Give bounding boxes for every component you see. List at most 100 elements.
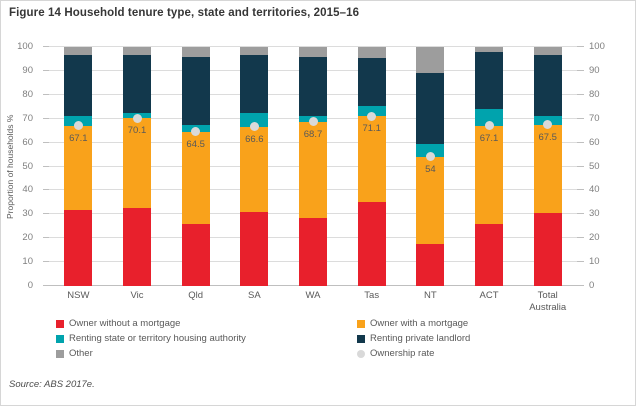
bars-group: 67.1 70.1 64.5 66.6 68.7 71.1 54 67.1 67.5: [49, 47, 577, 286]
segment-other[interactable]: [123, 47, 151, 56]
legend-label: Owner with a mortgage: [370, 318, 469, 329]
segment-renting-private-landlord[interactable]: [533, 55, 562, 117]
segment-renting-state-or-territory-housing-authority[interactable]: [240, 113, 269, 127]
ownership-rate-dot[interactable]: [543, 120, 553, 130]
ownership-rate-dot[interactable]: [249, 122, 259, 132]
segment-renting-private-landlord[interactable]: [64, 55, 93, 117]
bar-slot-nsw: 67.1: [49, 47, 108, 286]
legend-swatch-icon: [56, 335, 64, 343]
stacked-bar-nt[interactable]: 54: [416, 47, 445, 286]
stacked-bar-sa[interactable]: 66.6: [240, 47, 269, 286]
y-tick-left-80: 80: [22, 88, 33, 100]
legend-label: Other: [69, 348, 93, 359]
segment-owner-without-a-mortgage[interactable]: [64, 209, 93, 286]
stacked-bar-act[interactable]: 67.1: [475, 47, 504, 286]
segment-owner-without-a-mortgage[interactable]: [533, 213, 562, 286]
segment-owner-without-a-mortgage[interactable]: [416, 244, 445, 286]
y-tick-left-10: 10: [22, 256, 33, 268]
stacked-bar-tas[interactable]: 71.1: [357, 47, 386, 286]
segment-owner-without-a-mortgage[interactable]: [240, 211, 269, 286]
legend-swatch-icon: [357, 335, 365, 343]
ownership-rate-label: 70.1: [127, 125, 147, 137]
ownership-rate-label: 64.5: [186, 138, 205, 150]
legend-item-owner-with-a-mortgage[interactable]: Owner with a mortgage: [357, 318, 470, 330]
segment-renting-state-or-territory-housing-authority[interactable]: [475, 109, 504, 126]
segment-other[interactable]: [475, 47, 504, 52]
segment-renting-private-landlord[interactable]: [475, 51, 504, 110]
ownership-rate-label: 67.1: [479, 132, 499, 144]
ownership-rate-dot[interactable]: [191, 127, 201, 137]
segment-owner-with-a-mortgage[interactable]: [181, 131, 210, 224]
legend-item-other[interactable]: Other: [56, 348, 357, 360]
segment-other[interactable]: [357, 47, 386, 58]
segment-renting-state-or-territory-housing-authority[interactable]: [416, 143, 445, 157]
segment-renting-state-or-territory-housing-authority[interactable]: [357, 105, 386, 117]
stacked-bar-total-australia[interactable]: 67.5: [533, 47, 562, 286]
segment-other[interactable]: [64, 47, 93, 56]
stacked-bar-vic[interactable]: 70.1: [123, 47, 151, 286]
segment-owner-without-a-mortgage[interactable]: [475, 223, 504, 286]
ownership-rate-dot[interactable]: [132, 113, 142, 123]
y-tick-left-40: 40: [22, 184, 33, 196]
ownership-rate-label: 68.7: [303, 128, 323, 140]
legend-swatch-icon: [56, 320, 64, 328]
segment-other[interactable]: [416, 47, 445, 74]
segment-owner-with-a-mortgage[interactable]: [299, 121, 328, 218]
y-tick-right-10: 10: [589, 256, 600, 268]
legend-swatch-icon: [357, 350, 365, 358]
segment-renting-private-landlord[interactable]: [357, 57, 386, 106]
legend-item-ownership-rate[interactable]: Ownership rate: [357, 348, 470, 360]
x-tick-tas: Tas: [364, 290, 380, 301]
y-tick-left-50: 50: [22, 160, 33, 172]
segment-owner-without-a-mortgage[interactable]: [299, 217, 328, 286]
ownership-rate-dot[interactable]: [308, 117, 318, 127]
segment-owner-without-a-mortgage[interactable]: [123, 208, 151, 286]
segment-other[interactable]: [299, 47, 328, 57]
segment-renting-private-landlord[interactable]: [416, 73, 445, 144]
stacked-bar-qld[interactable]: 64.5: [181, 47, 210, 286]
ownership-rate-label: 54: [425, 163, 436, 175]
segment-owner-without-a-mortgage[interactable]: [357, 202, 386, 286]
x-tick-qld: Qld: [188, 290, 204, 301]
legend-label: Renting private landlord: [370, 333, 471, 344]
legend-item-renting-private-landlord[interactable]: Renting private landlord: [357, 333, 470, 345]
y-tick-left-20: 20: [22, 232, 33, 244]
y-tick-right-40: 40: [589, 184, 600, 196]
segment-owner-with-a-mortgage[interactable]: [475, 125, 504, 224]
legend-item-renting-state-or-territory-housing-authority[interactable]: Renting state or territory housing autho…: [56, 333, 357, 345]
y-tick-right-0: 0: [589, 280, 595, 291]
y-tick-left-70: 70: [22, 112, 33, 124]
y-tick-left-100: 100: [17, 41, 33, 52]
ownership-rate-dot[interactable]: [425, 152, 435, 162]
y-axis-right: 0 10 20 30 40 50 60 70 80 90 100: [579, 42, 635, 291]
segment-renting-private-landlord[interactable]: [299, 56, 328, 117]
ownership-rate-dot[interactable]: [73, 121, 83, 131]
segment-renting-private-landlord[interactable]: [123, 55, 151, 113]
y-tick-right-20: 20: [589, 232, 600, 244]
segment-owner-without-a-mortgage[interactable]: [181, 223, 210, 286]
segment-owner-with-a-mortgage[interactable]: [533, 124, 562, 214]
ownership-rate-label: 67.1: [69, 132, 88, 144]
x-tick-nt: NT: [424, 290, 437, 301]
legend-item-owner-without-a-mortgage[interactable]: Owner without a mortgage: [56, 318, 357, 330]
ownership-rate-dot[interactable]: [367, 111, 377, 121]
segment-renting-private-landlord[interactable]: [240, 55, 269, 114]
segment-owner-with-a-mortgage[interactable]: [240, 126, 269, 212]
stacked-bar-wa[interactable]: 68.7: [299, 47, 328, 286]
ownership-rate-label: 66.6: [245, 133, 264, 145]
bar-slot-act: 67.1: [460, 47, 519, 286]
segment-other[interactable]: [533, 47, 562, 56]
segment-owner-with-a-mortgage[interactable]: [357, 116, 386, 203]
segment-other[interactable]: [240, 47, 269, 56]
segment-renting-private-landlord[interactable]: [181, 56, 210, 125]
segment-owner-with-a-mortgage[interactable]: [64, 125, 93, 210]
ownership-rate-label: 67.5: [538, 131, 557, 143]
segment-owner-with-a-mortgage[interactable]: [123, 118, 151, 209]
segment-owner-with-a-mortgage[interactable]: [416, 156, 445, 245]
segment-renting-state-or-territory-housing-authority[interactable]: [64, 116, 93, 126]
stacked-bar-nsw[interactable]: 67.1: [64, 47, 93, 286]
segment-other[interactable]: [181, 47, 210, 57]
y-axis-left: 0 10 20 30 40 50 60 70 80 90 100: [1, 42, 43, 291]
x-axis: NSW Vic Qld SA WA Tas NT ACT Total Australia: [49, 290, 577, 314]
ownership-rate-dot[interactable]: [484, 121, 494, 131]
